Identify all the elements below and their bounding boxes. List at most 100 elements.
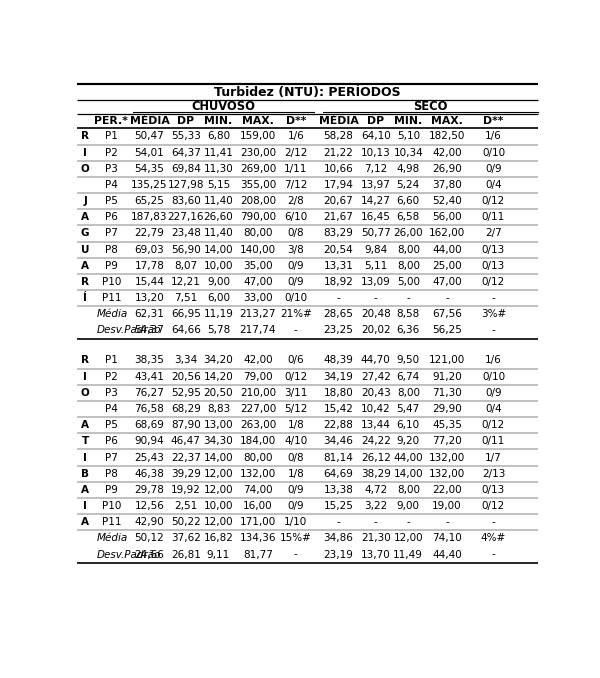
Text: 0/12: 0/12 [284,372,308,382]
Text: 29,78: 29,78 [134,485,164,495]
Text: 12,00: 12,00 [203,485,233,495]
Text: I: I [83,372,87,382]
Text: 47,00: 47,00 [432,277,462,287]
Text: 0/11: 0/11 [482,437,505,446]
Text: 20,54: 20,54 [323,245,353,255]
Text: 42,90: 42,90 [134,517,164,527]
Text: 1/8: 1/8 [287,468,304,479]
Text: 42,00: 42,00 [432,148,462,157]
Text: 0/10: 0/10 [482,372,505,382]
Text: 2,51: 2,51 [174,501,197,511]
Text: 5,24: 5,24 [397,180,420,190]
Text: 0/9: 0/9 [287,485,304,495]
Text: 140,00: 140,00 [240,245,276,255]
Text: -: - [406,517,410,527]
Text: 87,90: 87,90 [171,420,200,430]
Text: 8,83: 8,83 [207,404,230,414]
Text: 5,78: 5,78 [207,325,230,336]
Text: -: - [337,293,340,303]
Text: 11,40: 11,40 [203,228,233,239]
Text: P3: P3 [105,164,118,174]
Text: 67,56: 67,56 [432,309,462,319]
Text: 27,42: 27,42 [361,372,391,382]
Text: 54,35: 54,35 [134,164,164,174]
Text: MAX.: MAX. [242,116,274,126]
Text: 54,37: 54,37 [134,325,164,336]
Text: 21,67: 21,67 [323,212,353,222]
Text: 64,66: 64,66 [171,325,201,336]
Text: 171,00: 171,00 [240,517,276,527]
Text: 9,00: 9,00 [207,277,230,287]
Text: 2/8: 2/8 [287,196,304,206]
Text: 37,62: 37,62 [171,534,201,543]
Text: 6,80: 6,80 [207,132,230,142]
Text: 9,11: 9,11 [207,550,230,559]
Text: 1/11: 1/11 [284,164,308,174]
Text: 81,14: 81,14 [323,452,353,462]
Text: A: A [81,261,89,271]
Text: 3%#: 3%# [481,309,506,319]
Text: 17,94: 17,94 [323,180,353,190]
Text: 7,51: 7,51 [174,293,197,303]
Text: 1/8: 1/8 [287,420,304,430]
Text: 44,70: 44,70 [361,355,391,365]
Text: P10: P10 [102,277,121,287]
Text: P7: P7 [105,228,118,239]
Text: 5,11: 5,11 [364,261,388,271]
Text: 12,00: 12,00 [203,468,233,479]
Text: 0/4: 0/4 [485,180,502,190]
Text: 20,67: 20,67 [323,196,353,206]
Text: 83,29: 83,29 [323,228,353,239]
Text: 6,10: 6,10 [397,420,420,430]
Text: 23,48: 23,48 [171,228,201,239]
Text: 1/6: 1/6 [485,355,502,365]
Text: 10,42: 10,42 [361,404,391,414]
Text: 5,10: 5,10 [397,132,420,142]
Text: 21%#: 21%# [280,309,312,319]
Text: 18,80: 18,80 [323,388,353,398]
Text: 7,12: 7,12 [364,164,388,174]
Text: 13,31: 13,31 [323,261,353,271]
Text: 7/12: 7/12 [284,180,308,190]
Text: MÉDIA: MÉDIA [130,116,169,126]
Text: 182,50: 182,50 [429,132,465,142]
Text: 13,97: 13,97 [361,180,391,190]
Text: 64,37: 64,37 [171,148,201,157]
Text: 6,00: 6,00 [207,293,230,303]
Text: A: A [81,517,89,527]
Text: 127,98: 127,98 [167,180,204,190]
Text: 15,25: 15,25 [323,501,353,511]
Text: J: J [83,196,87,206]
Text: P5: P5 [105,420,118,430]
Text: 0/12: 0/12 [482,501,505,511]
Text: SECO: SECO [413,100,448,113]
Text: 135,25: 135,25 [131,180,167,190]
Text: 14,20: 14,20 [203,372,233,382]
Text: 12,21: 12,21 [171,277,201,287]
Text: 42,00: 42,00 [243,355,273,365]
Text: 14,00: 14,00 [203,245,233,255]
Text: P5: P5 [105,196,118,206]
Text: 1/7: 1/7 [485,452,502,462]
Text: MIN.: MIN. [204,116,233,126]
Text: G: G [81,228,89,239]
Text: -: - [491,550,496,559]
Text: 38,29: 38,29 [361,468,391,479]
Text: 10,00: 10,00 [203,501,233,511]
Text: 20,02: 20,02 [361,325,391,336]
Text: 68,29: 68,29 [171,404,201,414]
Text: 14,00: 14,00 [394,468,423,479]
Text: 13,00: 13,00 [203,420,233,430]
Text: R: R [81,355,89,365]
Text: P10: P10 [102,501,121,511]
Text: 25,00: 25,00 [432,261,462,271]
Text: 83,60: 83,60 [171,196,200,206]
Text: 15,44: 15,44 [134,277,164,287]
Text: 56,00: 56,00 [432,212,462,222]
Text: 34,30: 34,30 [203,437,233,446]
Text: 11,49: 11,49 [394,550,423,559]
Text: 45,35: 45,35 [432,420,462,430]
Text: 11,19: 11,19 [203,309,233,319]
Text: 10,00: 10,00 [203,261,233,271]
Text: 6,74: 6,74 [397,372,420,382]
